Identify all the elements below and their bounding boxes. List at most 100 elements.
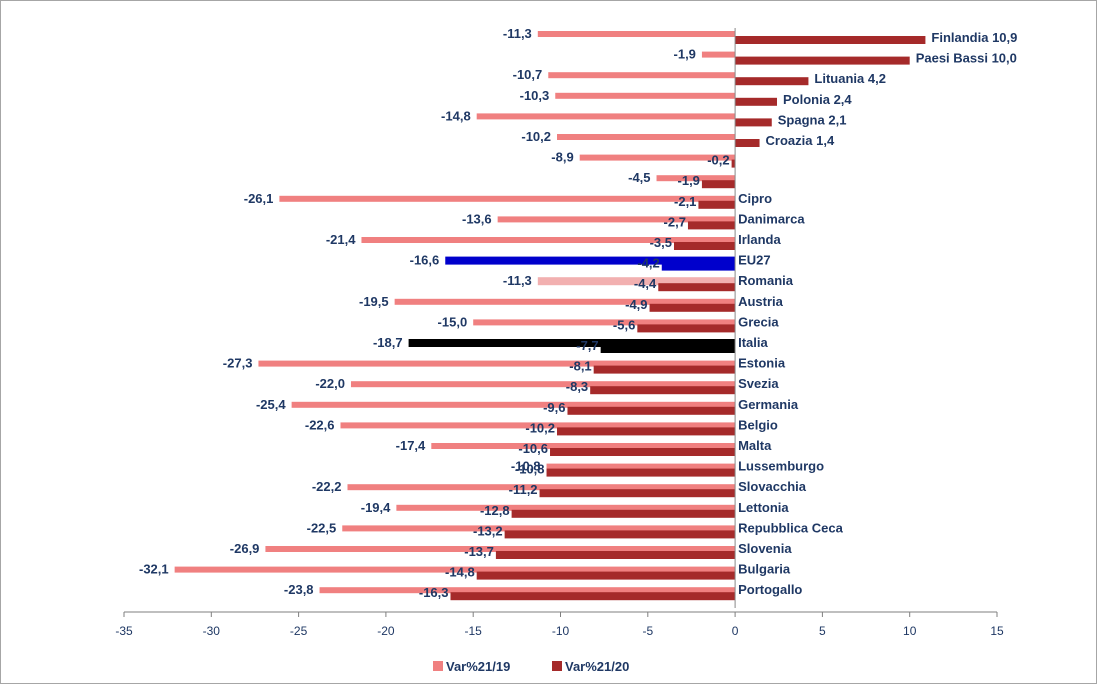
category-label: Repubblica Ceca — [738, 520, 844, 535]
label-var2120: -7,7 — [576, 338, 598, 353]
label-var2119: -22,5 — [307, 520, 337, 535]
bar-var2119 — [361, 237, 736, 243]
bar-var2119 — [279, 195, 736, 202]
bar-var2119 — [579, 154, 736, 161]
category-label: Italia — [738, 335, 768, 350]
label-var2119: -14,8 — [441, 108, 471, 123]
bar-var2119 — [546, 463, 736, 470]
label-var2119: -27,3 — [223, 356, 253, 371]
category-label: Croazia 1,4 — [766, 133, 835, 148]
bar-var2120 — [698, 200, 736, 209]
legend-label-var2120: Var%21/20 — [565, 659, 629, 674]
label-var2120: -8,1 — [569, 359, 591, 374]
bar-var2120 — [567, 406, 736, 415]
bar-var2119 — [656, 175, 736, 182]
label-var2120: -13,7 — [464, 544, 494, 559]
category-label: Austria — [738, 294, 784, 309]
bar-var2119 — [394, 298, 736, 305]
category-label: Estonia — [738, 356, 786, 371]
bar-var2119 — [537, 277, 736, 286]
x-tick-label: -10 — [552, 624, 570, 638]
bar-var2120 — [661, 262, 736, 271]
label-var2119: -22,2 — [312, 479, 342, 494]
label-var2119: -32,1 — [139, 562, 169, 577]
label-var2120: -0,2 — [707, 153, 729, 168]
x-tick-label: -25 — [290, 624, 308, 638]
bar-var2120 — [550, 448, 736, 456]
label-var2119: -10,2 — [521, 129, 551, 144]
bar-var2120 — [546, 468, 736, 477]
label-var2119: -26,1 — [244, 191, 274, 206]
bar-var2120 — [539, 489, 736, 498]
label-var2120: -10,2 — [525, 420, 555, 435]
label-var2119: -18,7 — [373, 335, 403, 350]
bar-var2119 — [340, 422, 736, 429]
bar-var2120 — [687, 221, 736, 230]
series-var2119-bars — [174, 31, 736, 594]
bar-var2120 — [495, 551, 736, 559]
label-var2120: -5,6 — [613, 317, 635, 332]
bar-var2119 — [347, 484, 736, 491]
bar-var2119 — [473, 319, 736, 326]
bar-var2119 — [445, 256, 736, 265]
category-label: Romania — [738, 273, 794, 288]
series-var2120-bars — [450, 36, 926, 601]
category-label: Malta — [738, 438, 772, 453]
bar-var2120 — [735, 139, 760, 147]
x-tick-label: -5 — [642, 624, 653, 638]
label-var2119: -22,6 — [305, 417, 335, 432]
label-var2119: -26,9 — [230, 541, 260, 556]
x-tick-label: 0 — [732, 624, 739, 638]
label-var2119: -4,5 — [628, 170, 650, 185]
bar-var2120 — [735, 36, 926, 44]
legend: Var%21/19 Var%21/20 — [433, 659, 629, 674]
category-label: Bulgaria — [738, 562, 791, 577]
label-var2119: -10,8 — [511, 459, 541, 474]
bar-var2120 — [504, 530, 736, 539]
category-label: Polonia 2,4 — [783, 92, 852, 107]
category-label: Spagna 2,1 — [778, 112, 847, 127]
category-label: Lettonia — [738, 500, 789, 515]
bar-var2119 — [350, 381, 736, 388]
label-var2119: -17,4 — [396, 438, 426, 453]
label-var2120: -1,9 — [678, 173, 700, 188]
bar-var2119 — [291, 401, 736, 408]
bar-var2119 — [319, 587, 736, 594]
label-var2120: -16,3 — [419, 585, 449, 600]
x-tick-label: 10 — [903, 624, 917, 638]
category-label: Grecia — [738, 314, 779, 329]
category-label: Cipro — [738, 191, 772, 206]
label-var2120: -4,4 — [634, 276, 657, 291]
label-var2119: -13,6 — [462, 211, 492, 226]
label-var2119: -22,0 — [315, 376, 345, 391]
bar-var2119 — [265, 546, 736, 552]
x-tick-label: -20 — [377, 624, 395, 638]
bar-var2119 — [548, 72, 736, 79]
bar-var2120 — [731, 159, 736, 168]
bar-var2119 — [408, 339, 736, 347]
category-label: Svezia — [738, 376, 779, 391]
category-label: Irlanda — [738, 232, 781, 247]
label-var2119: -10,3 — [520, 88, 550, 103]
label-var2119: -11,3 — [503, 273, 532, 288]
bar-var2119 — [557, 134, 736, 140]
legend-swatch-var2120 — [552, 661, 562, 671]
label-var2120: -3,5 — [650, 235, 672, 250]
label-var2120: -10,6 — [518, 441, 548, 456]
bar-var2120 — [593, 365, 736, 374]
bar-var2120 — [735, 77, 809, 86]
bar-var2120 — [637, 324, 736, 333]
category-label: Danimarca — [738, 211, 805, 226]
label-var2119: -15,0 — [438, 314, 468, 329]
bar-var2119 — [476, 113, 736, 120]
bar-var2120 — [476, 571, 736, 580]
label-var2120: -2,7 — [664, 214, 686, 229]
label-var2120: -4,9 — [625, 297, 647, 312]
category-label: Belgio — [738, 417, 778, 432]
data-labels: -11,3 Finlandia 10,9 -1,9 Paesi Bassi 10,0 -… — [139, 26, 1017, 600]
x-tick-label: -15 — [465, 624, 483, 638]
bar-var2120 — [600, 345, 736, 353]
bar-var2119 — [555, 92, 736, 99]
bar-var2119 — [431, 443, 736, 449]
